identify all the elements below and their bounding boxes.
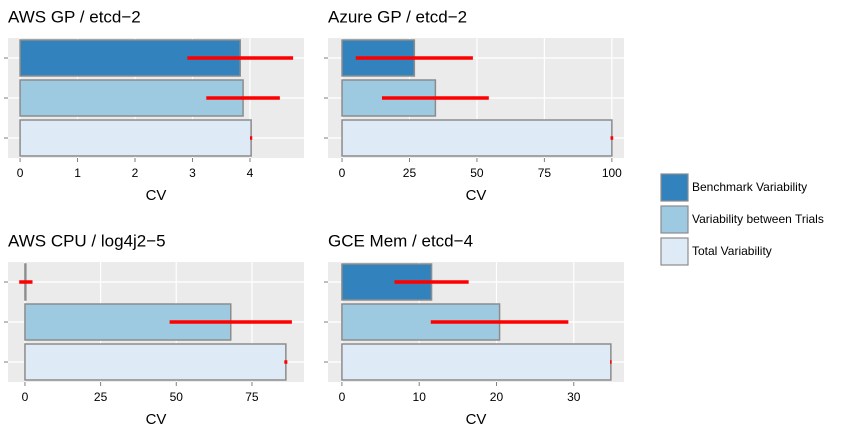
x-tick-label: 75 (245, 390, 259, 404)
panel-title: AWS GP / etcd−2 (8, 7, 141, 26)
x-tick-label: 0 (339, 166, 346, 180)
x-tick-label: 25 (403, 166, 417, 180)
legend-label: Benchmark Variability (692, 180, 807, 194)
x-tick-label: 20 (490, 390, 504, 404)
x-tick-label: 50 (470, 166, 484, 180)
panel-title: GCE Mem / etcd−4 (328, 231, 473, 250)
x-tick-label: 4 (247, 166, 254, 180)
x-tick-label: 75 (538, 166, 552, 180)
x-axis-label: CV (466, 411, 487, 428)
x-tick-label: 0 (339, 390, 346, 404)
x-tick-label: 0 (17, 166, 24, 180)
bar (341, 119, 613, 157)
x-tick-label: 100 (602, 166, 622, 180)
x-tick-label: 0 (22, 390, 29, 404)
legend-swatch (660, 237, 689, 266)
x-tick-label: 3 (189, 166, 196, 180)
x-axis-label: CV (146, 411, 167, 428)
legend-swatch (660, 173, 689, 202)
x-tick-label: 30 (567, 390, 581, 404)
panel-title: Azure GP / etcd−2 (328, 7, 467, 26)
x-axis-label: CV (466, 187, 487, 204)
legend-swatch (660, 205, 689, 234)
x-tick-label: 25 (94, 390, 108, 404)
legend-label: Total Variability (692, 244, 772, 258)
bar (341, 343, 612, 381)
x-axis-label: CV (146, 187, 167, 204)
x-tick-label: 1 (74, 166, 81, 180)
bar (19, 79, 244, 117)
bar (19, 119, 252, 157)
legend-label: Variability between Trials (692, 212, 824, 226)
x-tick-label: 50 (170, 390, 184, 404)
bar (24, 343, 287, 381)
x-tick-label: 2 (132, 166, 139, 180)
panel-title: AWS CPU / log4j2−5 (8, 231, 166, 250)
x-tick-label: 10 (413, 390, 427, 404)
